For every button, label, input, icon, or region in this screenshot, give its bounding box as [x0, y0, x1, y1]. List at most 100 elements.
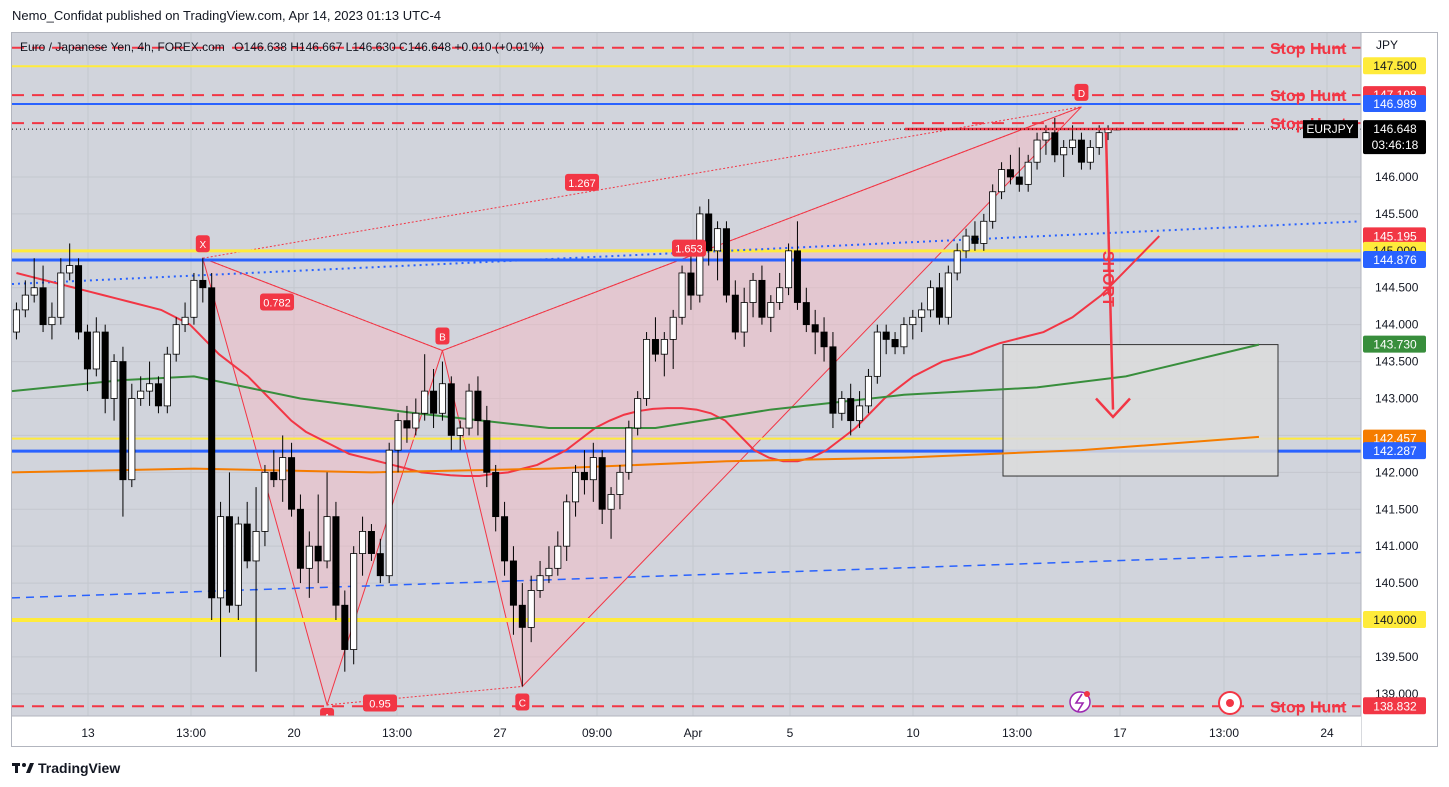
candle-up [927, 287, 935, 311]
candle-down [829, 346, 837, 414]
stop-hunt-label: Stop Hunt [1270, 41, 1347, 58]
price-tag-bg [1363, 611, 1426, 629]
candle-down [971, 235, 979, 244]
candle-down [847, 398, 855, 422]
candle-up [412, 412, 420, 429]
candle-up [616, 471, 624, 495]
open-value: 146.638 [243, 40, 287, 54]
fib-ratio-text: 1.267 [568, 178, 596, 190]
price-tag-bg [1363, 57, 1426, 75]
candle-up [1069, 139, 1077, 148]
price-tag: 144.876 [1363, 250, 1426, 268]
candle-up [660, 339, 668, 355]
x-tick-label: 5 [787, 726, 794, 740]
harmonic-point-text: X [199, 240, 206, 251]
harmonic-point-text: D [1078, 89, 1085, 100]
harmonic-point-badge [195, 235, 210, 253]
candle-up [21, 294, 29, 311]
candle-up [1095, 132, 1103, 148]
candle-up [669, 316, 677, 340]
candle-up [918, 309, 926, 318]
price-tag-bg [1363, 442, 1426, 460]
candle-down [1051, 132, 1059, 156]
candle-up [838, 398, 846, 414]
price-tag-text: 147.500 [1373, 59, 1417, 73]
currency-label: JPY [1376, 38, 1398, 52]
y-tick-label: 144.500 [1375, 281, 1419, 295]
y-tick-label: 146.000 [1375, 170, 1419, 184]
candle-up [776, 287, 784, 303]
candle-up [989, 191, 997, 222]
fib-ratio-text: 1.653 [675, 244, 703, 256]
high-value: 146.667 [298, 40, 343, 54]
close-value: 146.648 [407, 40, 452, 54]
candle-up [394, 420, 402, 451]
target-zone-box [1002, 344, 1279, 477]
lightning-alert-icon[interactable] [1069, 691, 1091, 713]
candle-up [1024, 161, 1032, 185]
x-tick-label: 13 [81, 726, 95, 740]
candle-down [509, 560, 517, 606]
x-tick-label: 27 [493, 726, 507, 740]
candle-down [518, 604, 526, 628]
harmonic-point-badge [515, 693, 530, 711]
candle-up [634, 398, 642, 429]
candle-up [900, 324, 908, 348]
price-tag-bg [1363, 250, 1426, 268]
candle-up [643, 339, 651, 399]
x-tick-label: 13:00 [1209, 726, 1239, 740]
chart-frame[interactable] [11, 32, 1438, 747]
candle-down [243, 523, 251, 562]
candle-down [758, 279, 766, 318]
y-tick-label: 143.500 [1375, 355, 1419, 369]
candle-up [217, 516, 225, 599]
x-tick-label: 17 [1113, 726, 1127, 740]
ema-orange-line [11, 435, 1260, 474]
candle-up [323, 516, 331, 562]
ema-red-line [16, 235, 1160, 478]
fib-ratio-label: 1.653 [672, 239, 706, 257]
candle-up [57, 272, 65, 318]
ema-green-line [11, 343, 1260, 430]
price-tag: 146.989 [1363, 94, 1426, 112]
price-tag-bg [1363, 227, 1426, 245]
price-tag: 142.287 [1363, 442, 1426, 460]
harmonic-point-x: X [195, 235, 210, 253]
candle-down [1077, 139, 1085, 163]
candle-down [341, 604, 349, 650]
candle-up [740, 302, 748, 333]
harmonic-ratio-line [442, 106, 1082, 351]
candle-down [731, 294, 739, 333]
candle-up [678, 272, 686, 318]
candle-down [882, 331, 890, 340]
stop-hunt-label: Stop Hunt [1270, 88, 1347, 105]
target-circle-icon [1218, 691, 1242, 715]
bar-countdown-text: 03:46:18 [1372, 138, 1419, 152]
footer-brand[interactable]: TradingView [12, 760, 120, 776]
candle-up [279, 457, 287, 481]
candle-down [474, 390, 482, 422]
y-tick-label: 143.000 [1375, 391, 1419, 405]
candle-up [359, 531, 367, 554]
candle-up [536, 575, 544, 591]
candle-down [101, 331, 109, 399]
candle-down [430, 390, 438, 414]
candle-up [527, 590, 535, 628]
candle-up [261, 471, 269, 532]
harmonic-point-badge [435, 327, 450, 345]
candle-up [190, 279, 198, 318]
candle-up [421, 390, 429, 414]
candle-up [953, 250, 961, 274]
x-tick-label: 09:00 [582, 726, 612, 740]
price-tag-text: 140.000 [1373, 613, 1417, 627]
fib-ratio-badge [565, 173, 599, 191]
fib-ratio-badge [672, 239, 706, 257]
fib-ratio-label: 0.95 [363, 694, 397, 712]
candle-up [554, 545, 562, 569]
candle-up [714, 228, 722, 252]
current-price-bg [1363, 120, 1426, 155]
candle-down [288, 457, 296, 510]
candle-up [545, 567, 553, 577]
candle-up [30, 287, 38, 296]
